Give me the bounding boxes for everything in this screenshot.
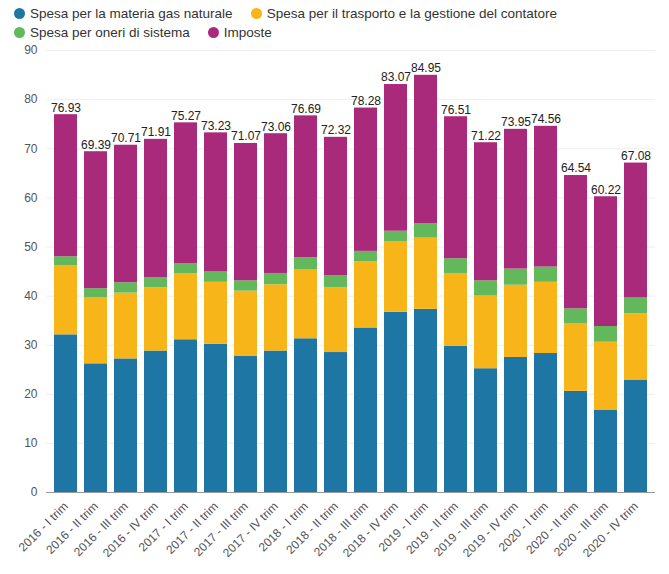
svg-text:2019 - IV trim: 2019 - IV trim bbox=[460, 499, 521, 561]
svg-text:73.06: 73.06 bbox=[261, 120, 291, 134]
svg-text:2016 - III trim: 2016 - III trim bbox=[71, 499, 131, 560]
svg-text:2016 - I trim: 2016 - I trim bbox=[15, 499, 71, 555]
svg-text:2020 - I trim: 2020 - I trim bbox=[495, 499, 551, 555]
svg-text:2017 - IV trim: 2017 - IV trim bbox=[220, 499, 281, 561]
html-text:Spesa per il trasporto e la ge: Spesa per il trasporto e la gestione del… bbox=[266, 6, 558, 21]
svg-text:76.93: 76.93 bbox=[51, 101, 81, 115]
svg-text:0: 0 bbox=[31, 485, 38, 499]
svg-text:80: 80 bbox=[24, 92, 38, 106]
svg-text:2018 - IV trim: 2018 - IV trim bbox=[340, 499, 401, 561]
svg-text:2018 - III trim: 2018 - III trim bbox=[311, 499, 371, 560]
svg-text:2017 - II trim: 2017 - II trim bbox=[163, 499, 221, 557]
svg-text:72.32: 72.32 bbox=[321, 123, 351, 137]
svg-text:2020 - II trim: 2020 - II trim bbox=[523, 499, 581, 557]
svg-text:69.39: 69.39 bbox=[81, 138, 111, 152]
svg-text:10: 10 bbox=[24, 436, 38, 450]
svg-text:2018 - I trim: 2018 - I trim bbox=[255, 499, 311, 555]
svg-text:2018 - II trim: 2018 - II trim bbox=[283, 499, 341, 557]
svg-text:73.95: 73.95 bbox=[501, 115, 531, 129]
svg-text:50: 50 bbox=[24, 240, 38, 254]
svg-text:71.91: 71.91 bbox=[141, 125, 171, 139]
svg-text:2017 - III trim: 2017 - III trim bbox=[191, 499, 251, 560]
svg-text:2016 - II trim: 2016 - II trim bbox=[43, 499, 101, 557]
html-text:Spesa per la materia gas natur: Spesa per la materia gas naturale bbox=[30, 6, 233, 21]
html-text:Spesa per oneri di sistema: Spesa per oneri di sistema bbox=[30, 25, 190, 40]
svg-text:2020 - III trim: 2020 - III trim bbox=[551, 499, 611, 560]
svg-text:40: 40 bbox=[24, 289, 38, 303]
svg-text:76.69: 76.69 bbox=[291, 102, 321, 116]
html-text:Imposte: Imposte bbox=[223, 25, 272, 40]
svg-text:30: 30 bbox=[24, 338, 38, 352]
svg-text:83.07: 83.07 bbox=[381, 70, 411, 84]
svg-text:78.28: 78.28 bbox=[351, 94, 381, 108]
svg-text:60.22: 60.22 bbox=[591, 183, 621, 197]
svg-text:2016 - IV trim: 2016 - IV trim bbox=[100, 499, 161, 561]
svg-text:71.22: 71.22 bbox=[471, 129, 501, 143]
svg-text:70: 70 bbox=[24, 142, 38, 156]
svg-text:90: 90 bbox=[24, 43, 38, 57]
svg-text:74.56: 74.56 bbox=[531, 112, 561, 126]
svg-text:2019 - I trim: 2019 - I trim bbox=[375, 499, 431, 555]
svg-text:2019 - II trim: 2019 - II trim bbox=[403, 499, 461, 557]
svg-text:67.08: 67.08 bbox=[621, 149, 651, 163]
svg-text:84.95: 84.95 bbox=[411, 61, 441, 75]
svg-text:20: 20 bbox=[24, 387, 38, 401]
svg-text:64.54: 64.54 bbox=[561, 161, 591, 175]
svg-text:71.07: 71.07 bbox=[231, 129, 261, 143]
svg-text:75.27: 75.27 bbox=[171, 109, 201, 123]
svg-text:2019 - III trim: 2019 - III trim bbox=[431, 499, 491, 560]
svg-text:2020 - IV trim: 2020 - IV trim bbox=[580, 499, 641, 560]
svg-text:70.71: 70.71 bbox=[111, 131, 141, 145]
svg-text:60: 60 bbox=[24, 191, 38, 205]
svg-text:73.23: 73.23 bbox=[201, 119, 231, 133]
svg-text:76.51: 76.51 bbox=[441, 103, 471, 117]
svg-text:2017 - I trim: 2017 - I trim bbox=[135, 499, 191, 555]
